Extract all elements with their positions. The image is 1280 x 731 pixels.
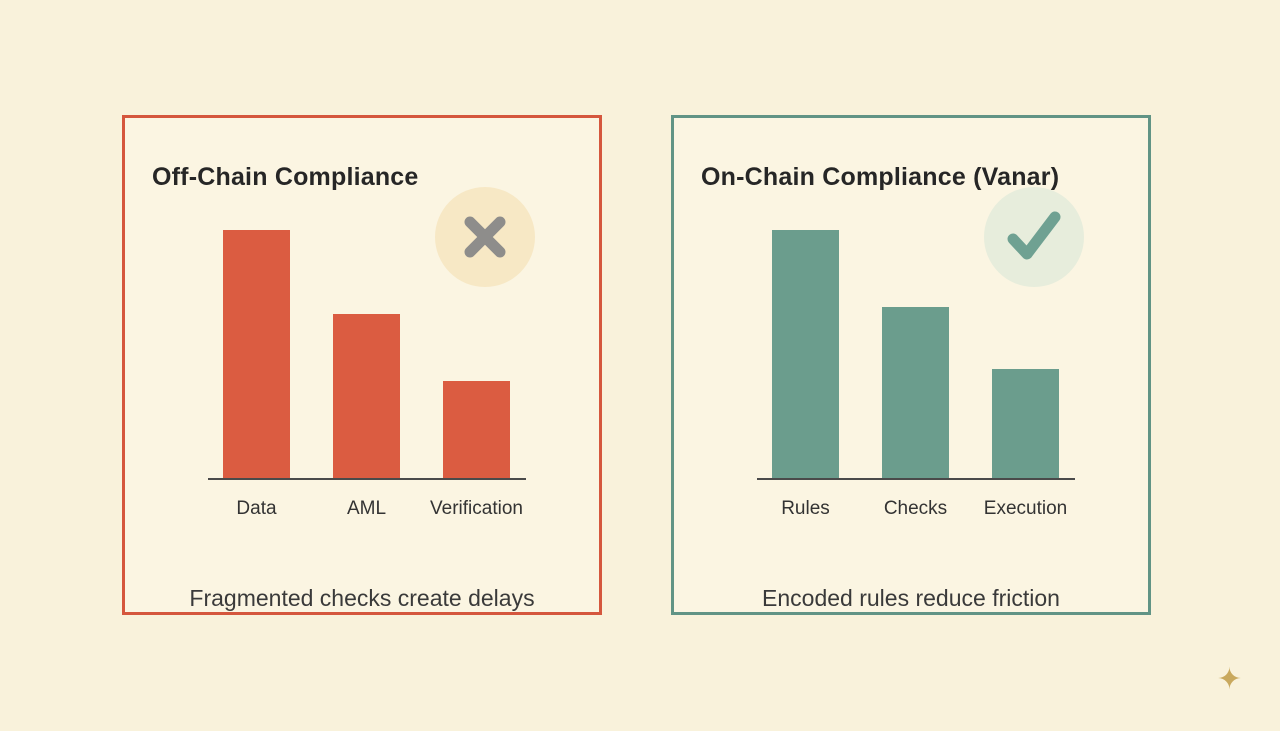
offchain-bar-chart: Data AML Verification bbox=[208, 230, 526, 520]
bar-label-data: Data bbox=[236, 498, 277, 519]
bar-rules bbox=[772, 230, 839, 478]
offchain-compliance-panel: Off-Chain Compliance Data AML Verification… bbox=[122, 115, 602, 615]
bar-verification bbox=[443, 381, 510, 478]
bar-label-execution: Execution bbox=[983, 498, 1068, 519]
bar-label-verification: Verification bbox=[430, 498, 523, 519]
onchain-bar-chart: Rules Checks Execution bbox=[757, 230, 1075, 520]
offchain-panel-title: Off-Chain Compliance bbox=[152, 162, 419, 191]
x-status-badge bbox=[435, 187, 535, 287]
onchain-caption: Encoded rules reduce friction bbox=[762, 585, 1060, 611]
bar-label-rules: Rules bbox=[781, 498, 830, 519]
bar-checks bbox=[882, 306, 949, 478]
bar-execution bbox=[992, 368, 1059, 478]
check-status-badge bbox=[984, 187, 1084, 287]
bar-aml bbox=[333, 314, 400, 478]
bar-data bbox=[223, 230, 290, 478]
bars bbox=[757, 230, 1075, 480]
offchain-caption: Fragmented checks create delays bbox=[189, 585, 535, 611]
bars bbox=[208, 230, 526, 480]
diamond-sparkle-icon: ✦ bbox=[1216, 663, 1242, 696]
onchain-panel-title: On-Chain Compliance (Vanar) bbox=[701, 162, 1060, 191]
check-icon bbox=[1003, 209, 1065, 265]
category-labels: Data AML Verification bbox=[208, 498, 526, 520]
onchain-compliance-panel: On-Chain Compliance (Vanar) Rules Checks E… bbox=[671, 115, 1151, 615]
bar-label-checks: Checks bbox=[883, 498, 948, 519]
x-icon bbox=[459, 211, 511, 263]
bar-label-aml: AML bbox=[346, 498, 387, 519]
category-labels: Rules Checks Execution bbox=[757, 498, 1075, 520]
